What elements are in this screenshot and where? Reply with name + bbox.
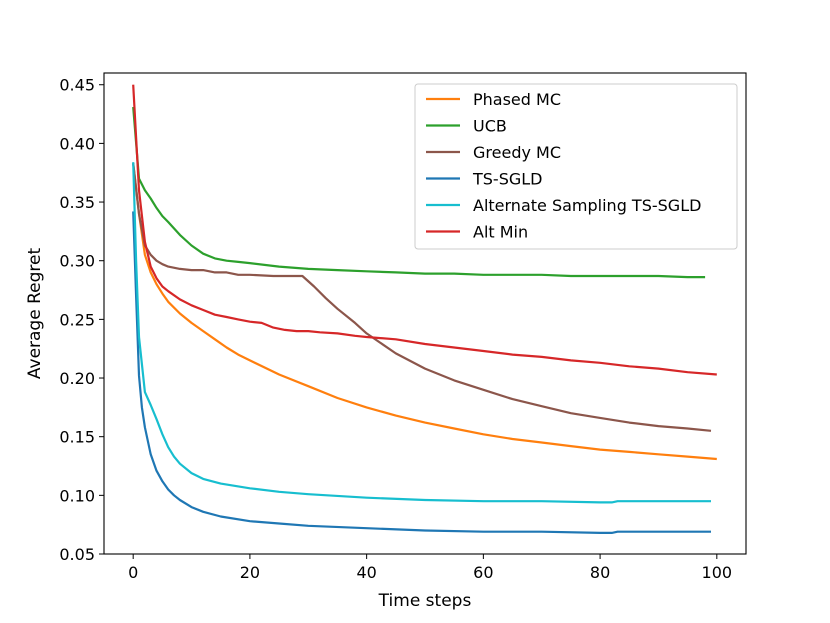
y-tick-label: 0.15 [59, 428, 95, 447]
series-line-3 [132, 211, 711, 534]
series-line-5 [132, 84, 717, 376]
y-tick-label: 0.05 [59, 545, 95, 564]
plot-frame [103, 72, 747, 555]
y-tick-label: 0.10 [59, 486, 95, 505]
x-tick-label: 20 [240, 563, 260, 582]
y-tick-label: 0.20 [59, 369, 95, 388]
series-line-2 [132, 163, 712, 432]
series-lines [132, 84, 717, 534]
x-axis-label: Time steps [378, 591, 472, 611]
y-tick-label: 0.45 [59, 76, 95, 95]
series-line-0 [132, 163, 717, 461]
legend-label-5: Alt Min [473, 223, 528, 242]
x-tick-label: 100 [702, 563, 733, 582]
legend: Phased MC UCB Greedy MC TS-SGLD Alternate Sa… [414, 83, 738, 250]
series-line-4 [132, 162, 711, 504]
y-tick-label: 0.35 [59, 193, 95, 212]
y-tick-label: 0.25 [59, 310, 95, 329]
legend-label-0: Phased MC [473, 90, 561, 109]
legend-label-2: Greedy MC [473, 143, 561, 162]
axis-ticks: 0 20 40 60 80 100 0.05 0.10 0.15 0.20 0.25 0.30 0.35… [59, 76, 732, 582]
x-tick-label: 60 [473, 563, 493, 582]
y-axis-label: Average Regret [25, 248, 45, 380]
y-tick-label: 0.30 [59, 252, 95, 271]
y-tick-label: 0.40 [59, 134, 95, 153]
legend-label-3: TS-SGLD [472, 170, 543, 189]
x-tick-label: 0 [128, 563, 138, 582]
legend-label-1: UCB [473, 117, 507, 136]
x-tick-label: 40 [356, 563, 376, 582]
series-line-1 [132, 106, 706, 279]
legend-box [414, 83, 738, 250]
x-tick-label: 80 [590, 563, 610, 582]
legend-label-4: Alternate Sampling TS-SGLD [473, 196, 701, 215]
